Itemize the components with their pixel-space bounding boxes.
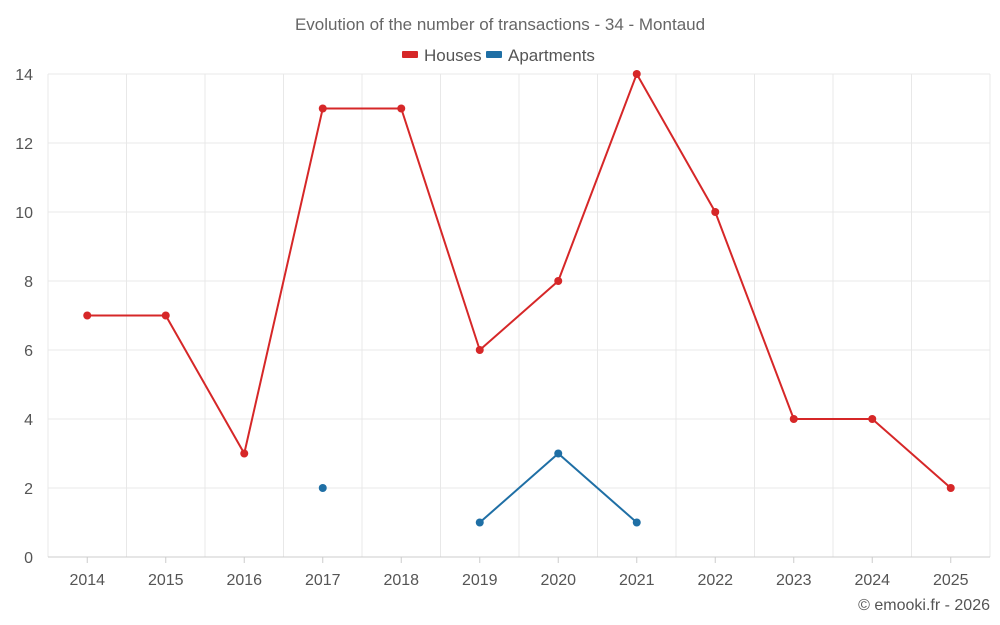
y-tick-label: 4 [24,412,33,429]
series-houses [83,70,955,492]
y-tick-label: 12 [15,136,33,153]
data-point[interactable] [632,518,641,527]
data-point[interactable] [946,484,955,492]
x-tick-label: 2018 [383,572,419,589]
series-line-segment [871,418,952,489]
data-point[interactable] [554,277,563,285]
x-tick-label: 2016 [226,572,262,589]
x-tick-label: 2025 [933,572,969,589]
data-point[interactable] [397,104,406,113]
series-line-segment [714,211,795,420]
credit-text: © emooki.fr - 2026 [858,597,990,614]
x-tick-label: 2024 [854,572,890,589]
y-tick-label: 8 [24,274,33,291]
y-tick-label: 0 [24,550,33,567]
y-tick-label: 6 [24,343,33,360]
series-apartments [318,449,641,527]
legend-label: Apartments [508,46,595,65]
series-line-segment [164,314,246,455]
legend-item-apartments[interactable]: Apartments [486,46,595,65]
x-tick-label: 2021 [619,572,655,589]
y-tick-label: 2 [24,481,33,498]
data-point[interactable] [789,415,798,423]
x-tick-label: 2014 [69,572,105,589]
data-point[interactable] [83,311,92,320]
x-tick-label: 2022 [697,572,733,589]
series-line-segment [557,73,638,282]
legend-label: Houses [424,46,482,65]
series-line-segment [243,107,324,455]
legend-swatch [402,51,418,58]
x-tick-label: 2020 [540,572,576,589]
data-point[interactable] [475,346,484,354]
legend-item-houses[interactable]: Houses [402,46,482,65]
x-tick-label: 2019 [462,572,498,589]
data-point[interactable] [161,311,170,320]
legend-swatch [486,51,502,58]
series-line-segment [478,280,560,351]
legend: Houses Apartments [402,46,595,65]
data-point[interactable] [868,415,877,423]
data-point[interactable] [475,518,484,527]
x-tick-label: 2023 [776,572,812,589]
y-tick-label: 10 [15,205,33,222]
series-line-segment [557,452,638,524]
data-point[interactable] [240,449,249,458]
series-line-segment [400,107,481,351]
data-point[interactable] [632,70,641,78]
data-point[interactable] [554,449,563,458]
data-point[interactable] [711,208,720,216]
y-tick-label: 14 [15,67,33,84]
data-point[interactable] [318,104,327,113]
axes: 0 2 4 6 8 10 12 14 2014 2015 2016 2017 2018 2019 2020 2… [15,67,990,589]
chart-title: Evolution of the number of transactions … [295,15,705,34]
series-layer [83,70,955,527]
x-tick-label: 2015 [148,572,184,589]
series-line-segment [478,452,560,524]
series-line-segment [635,73,717,213]
data-point[interactable] [318,484,327,492]
x-tick-label: 2017 [305,572,341,589]
